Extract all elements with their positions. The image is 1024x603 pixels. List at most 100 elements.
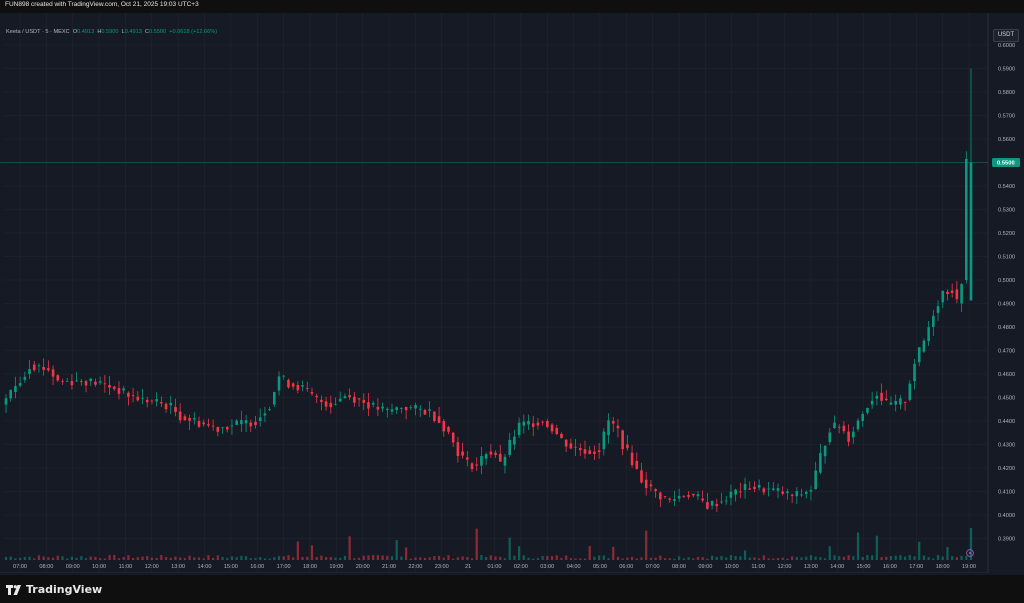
candle-body: [640, 470, 643, 483]
price-tick-label: 0.3900: [998, 537, 1015, 543]
volume-bar: [913, 556, 916, 560]
volume-bar: [428, 557, 431, 560]
volume-bar: [226, 557, 229, 560]
volume-bar: [362, 555, 365, 560]
candle-body: [861, 413, 865, 421]
candle-body: [875, 395, 879, 399]
volume-bar: [155, 558, 158, 560]
candle-body: [852, 431, 855, 438]
price-chart[interactable]: 0.6000 0.5900 0.5800 0.5700 0.5600 0.5500 0.54…: [0, 13, 1024, 573]
candle-body: [470, 463, 474, 470]
time-tick-label: 06:00: [619, 564, 633, 570]
candle-body: [258, 417, 262, 421]
candle-body: [894, 400, 897, 405]
volume-bar: [376, 555, 379, 560]
volume-bar: [37, 555, 41, 560]
volume-bar: [249, 558, 252, 560]
candle-body: [447, 426, 450, 432]
time-tick-label: 02:00: [514, 564, 528, 570]
low-value: 0.4913: [124, 29, 142, 35]
volume-bar: [315, 557, 318, 560]
time-tick-label: 07:00: [13, 564, 27, 570]
time-tick-label: 20:00: [356, 564, 370, 570]
volume-bar: [522, 555, 525, 560]
volume-bar: [66, 558, 69, 560]
candle-body: [249, 422, 253, 427]
tradingview-brand[interactable]: TradingView: [6, 583, 102, 596]
candle-body: [305, 388, 309, 389]
candle-body: [701, 498, 704, 501]
volume-bar: [809, 555, 813, 560]
time-tick-label: 16:00: [250, 564, 264, 570]
candle-body: [522, 421, 526, 426]
candle-body: [461, 451, 464, 456]
price-tick-label: 0.5000: [998, 278, 1015, 284]
volume-bar: [442, 557, 445, 560]
candle-body: [103, 383, 107, 385]
candle-body: [456, 442, 460, 456]
time-tick-label: 23:00: [435, 564, 449, 570]
volume-bar: [343, 555, 347, 560]
price-tick-label: 0.5800: [998, 90, 1015, 96]
volume-bar: [795, 557, 798, 560]
volume-bar: [927, 557, 930, 560]
candle-body: [899, 398, 902, 405]
volume-bar: [117, 558, 121, 560]
candle-body: [263, 413, 267, 416]
volume-bar: [654, 557, 657, 560]
time-tick-label: 09:00: [66, 564, 80, 570]
volume-bar: [216, 555, 219, 560]
candle-body: [131, 395, 135, 396]
candle-body: [334, 404, 337, 406]
candle-body: [225, 426, 229, 430]
volume-bar: [593, 556, 596, 560]
candle-body: [946, 291, 949, 294]
volume-bar: [475, 528, 478, 560]
volume-bar: [767, 558, 770, 560]
volume-bar: [814, 556, 817, 560]
volume-bar: [202, 558, 205, 560]
chart-area[interactable]: 0.6000 0.5900 0.5800 0.5700 0.5600 0.5500 0.54…: [0, 13, 1024, 573]
change-value: +0.0618 (+12.66%): [169, 29, 218, 35]
candle-body: [480, 456, 483, 466]
volume-bar: [122, 557, 125, 560]
volume-bar: [871, 555, 874, 560]
volume-bar: [635, 558, 638, 560]
volume-bar: [758, 558, 761, 560]
currency-button[interactable]: USDT: [993, 29, 1019, 42]
volume-bar: [160, 554, 163, 560]
candle-body: [847, 431, 850, 442]
volume-bar: [296, 541, 299, 560]
candle-body: [414, 405, 417, 409]
candle-body: [753, 486, 756, 490]
candle-body: [960, 284, 963, 304]
price-tick-label: 0.5200: [998, 231, 1015, 237]
volume-bar: [800, 557, 803, 560]
volume-bar: [739, 556, 742, 560]
volume-bar: [838, 556, 841, 560]
volume-bar: [99, 558, 102, 560]
candle-body: [385, 408, 389, 411]
volume-bar: [696, 556, 700, 560]
candle-body: [720, 501, 723, 503]
time-tick-label: 21: [465, 564, 471, 570]
candle-body: [687, 495, 690, 497]
candle-body: [743, 483, 747, 490]
candle-body: [578, 448, 582, 451]
volume-bar: [494, 556, 497, 560]
volume-bar: [33, 558, 36, 560]
volume-bar: [786, 558, 789, 560]
volume-bar: [616, 556, 620, 560]
volume-bar: [466, 557, 469, 560]
volume-bar: [748, 557, 751, 560]
volume-bar: [386, 555, 389, 560]
price-tick-label: 0.4200: [998, 466, 1015, 472]
volume-bar: [179, 557, 182, 560]
candle-body: [682, 496, 686, 497]
candle-body: [150, 400, 154, 402]
candle-body: [659, 492, 662, 500]
volume-bar: [390, 556, 394, 560]
candle-body: [781, 491, 785, 494]
volume-bar: [842, 556, 846, 560]
candle-body: [555, 428, 559, 435]
